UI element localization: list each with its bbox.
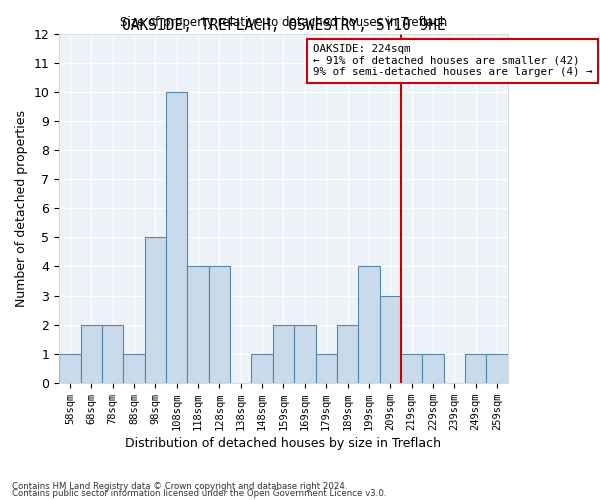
Bar: [487, 354, 508, 383]
Bar: [358, 266, 380, 383]
Bar: [294, 324, 316, 383]
Bar: [102, 324, 123, 383]
Y-axis label: Number of detached properties: Number of detached properties: [15, 110, 28, 307]
Bar: [59, 354, 80, 383]
Bar: [166, 92, 187, 383]
Text: Contains public sector information licensed under the Open Government Licence v3: Contains public sector information licen…: [12, 490, 386, 498]
Bar: [187, 266, 209, 383]
Bar: [80, 324, 102, 383]
Bar: [123, 354, 145, 383]
Bar: [316, 354, 337, 383]
Bar: [465, 354, 487, 383]
Bar: [401, 354, 422, 383]
Bar: [273, 324, 294, 383]
Bar: [251, 354, 273, 383]
Bar: [337, 324, 358, 383]
X-axis label: Distribution of detached houses by size in Treflach: Distribution of detached houses by size …: [125, 437, 442, 450]
Bar: [422, 354, 443, 383]
Bar: [380, 296, 401, 383]
Bar: [209, 266, 230, 383]
Text: Size of property relative to detached houses in Treflach: Size of property relative to detached ho…: [120, 16, 447, 28]
Text: OAKSIDE: 224sqm
← 91% of detached houses are smaller (42)
9% of semi-detached ho: OAKSIDE: 224sqm ← 91% of detached houses…: [313, 44, 592, 78]
Bar: [145, 238, 166, 383]
Title: OAKSIDE, TREFLACH, OSWESTRY, SY10 9HE: OAKSIDE, TREFLACH, OSWESTRY, SY10 9HE: [122, 18, 445, 32]
Text: Contains HM Land Registry data © Crown copyright and database right 2024.: Contains HM Land Registry data © Crown c…: [12, 482, 347, 491]
